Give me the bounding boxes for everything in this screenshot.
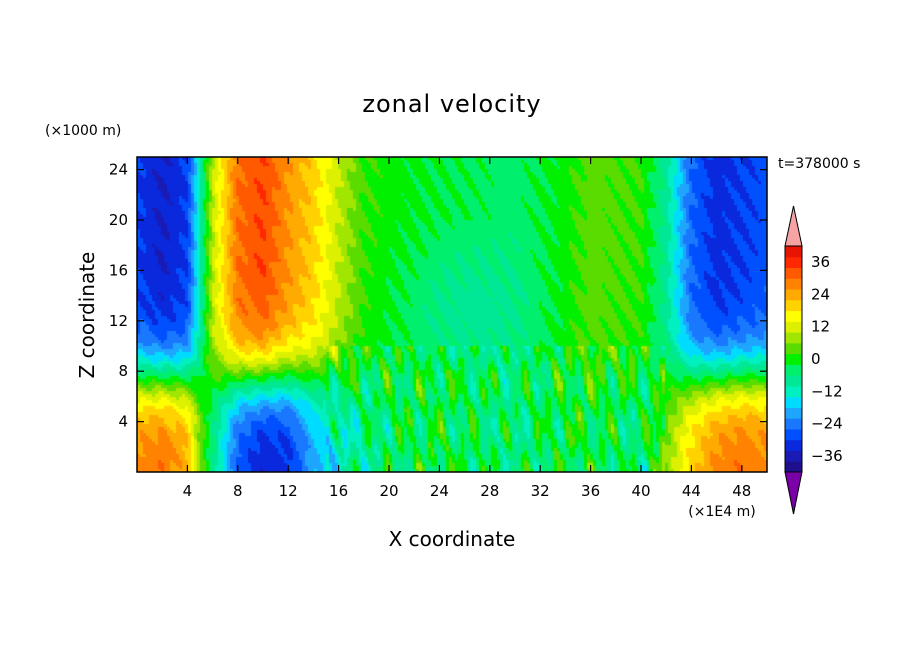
colorbar-segment [785,310,802,322]
time-label: t=378000 s [778,156,860,172]
x-axis-title: X coordinate [389,527,516,551]
colorbar-segment [785,418,802,430]
y-tick-label: 16 [109,261,128,279]
x-tick-label: 36 [581,482,600,500]
y-tick-label: 20 [109,211,128,229]
colorbar-segment [785,246,802,258]
colorbar-segment [785,450,802,462]
colorbar-min-arrow [784,471,803,515]
x-tick-label: 40 [631,482,650,500]
x-tick-label: 8 [233,482,243,500]
colorbar-label: 0 [811,350,821,368]
colorbar-segment [785,396,802,408]
x-tick-label: 20 [379,482,398,500]
colorbar-segment [785,342,802,355]
colorbar-label: −36 [811,447,843,465]
colorbar-label: 24 [811,285,830,303]
x-tick-label: 12 [279,482,298,500]
y-tick-label: 12 [109,312,128,330]
plot-frame [136,156,768,473]
colorbar-segment [785,407,802,419]
x-tick-label: 32 [531,482,550,500]
x-tick-label: 16 [329,482,348,500]
x-tick-label: 44 [682,482,701,500]
colorbar-segment [785,439,802,451]
colorbar-segment [785,461,802,473]
colorbar: 36 24 12 0 −12 −24 −36 [784,205,843,515]
chart-title: zonal velocity [362,90,541,118]
x-axis: 4 8 12 16 20 24 28 32 36 40 44 48 [183,157,751,500]
colorbar-label: −24 [811,415,843,433]
colorbar-segment [785,278,802,290]
velocity-field-raster [137,157,767,472]
colorbar-segment [785,299,802,312]
y-tick-label: 24 [109,161,128,179]
y-tick-label: 4 [118,413,128,431]
colorbar-segment [785,385,802,398]
colorbar-segment [785,364,802,376]
colorbar-segment [785,375,802,387]
colorbar-frame [784,245,803,473]
y-axis-title: Z coordinate [75,252,99,379]
colorbar-max-arrow [784,205,803,247]
colorbar-label: 36 [811,253,830,271]
x-tick-label: 48 [732,482,751,500]
colorbar-segment [785,353,802,365]
colorbar-segment [785,267,802,279]
y-tick-label: 8 [118,362,128,380]
x-axis-unit: (×1E4 m) [688,504,755,520]
y-axis: 4 8 12 16 20 24 [109,161,767,431]
colorbar-segment [785,256,802,269]
colorbar-segment [785,332,802,344]
x-tick-label: 24 [430,482,449,500]
colorbar-segment [785,428,802,441]
x-tick-label: 4 [183,482,193,500]
velocity-field [137,157,767,472]
y-axis-unit: (×1000 m) [45,123,121,139]
colorbar-label: −12 [811,382,843,400]
colorbar-segment [785,289,802,301]
x-tick-label: 28 [480,482,499,500]
colorbar-label: 12 [811,318,830,336]
colorbar-segment [785,321,802,333]
